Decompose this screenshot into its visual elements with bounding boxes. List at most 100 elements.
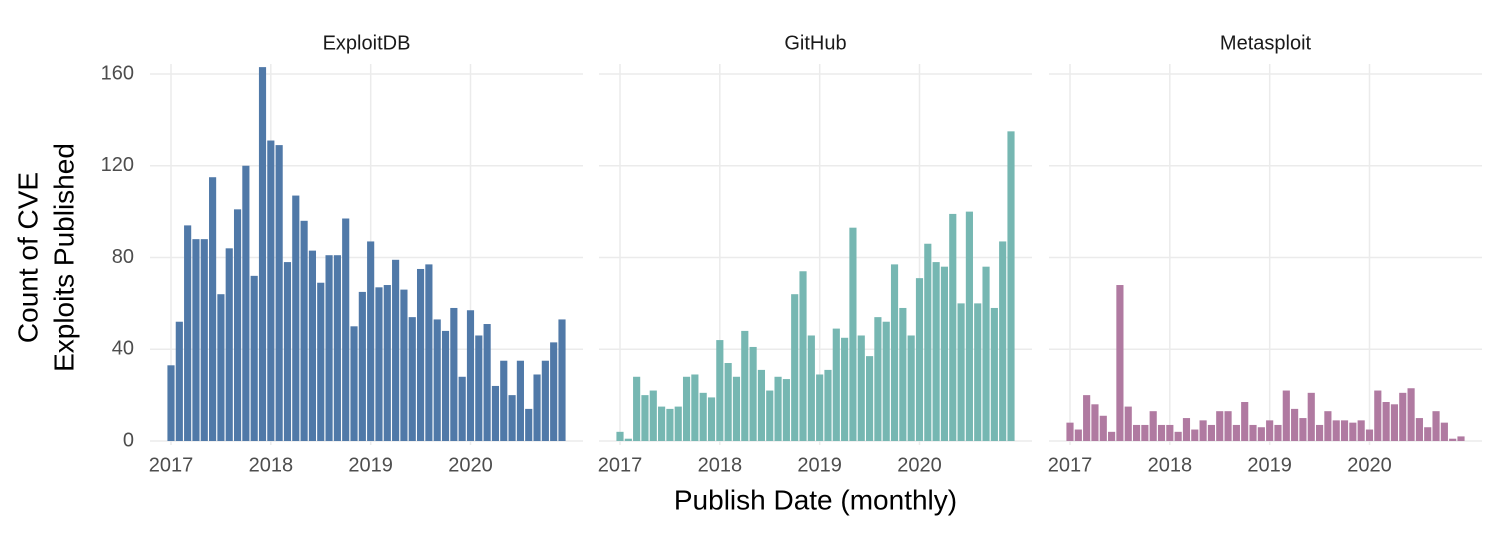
bar [175, 321, 183, 441]
bar [292, 195, 300, 441]
bar [483, 324, 491, 441]
bar [516, 360, 524, 441]
bar [1257, 427, 1265, 441]
bar [682, 376, 691, 441]
bar [999, 241, 1007, 441]
bar [1141, 424, 1149, 441]
bar [907, 335, 915, 441]
bar [358, 291, 366, 441]
bar [267, 140, 275, 442]
x-tick-label: 2019 [1247, 454, 1292, 476]
bar [832, 328, 840, 441]
bar [533, 374, 541, 441]
x-tick-label: 2018 [249, 454, 294, 476]
bar [1074, 429, 1082, 441]
bar [1440, 422, 1448, 441]
bar [816, 374, 824, 441]
bar [1299, 418, 1307, 441]
bar [433, 319, 441, 441]
x-tick-label: 2020 [448, 454, 493, 476]
bar [1199, 420, 1207, 441]
bar [890, 264, 899, 441]
bar [1224, 411, 1232, 441]
x-tick-label: 2017 [598, 454, 643, 476]
bar [217, 294, 225, 441]
panel-title: GitHub [784, 32, 846, 54]
bar [342, 218, 350, 441]
bar [1124, 406, 1132, 441]
bar [699, 392, 707, 441]
bar [716, 340, 724, 441]
panel-title: Metasploit [1220, 32, 1312, 54]
bar [741, 330, 749, 441]
bar [982, 266, 990, 441]
bar [899, 307, 907, 441]
x-tick-label: 2020 [1347, 454, 1392, 476]
y-tick-label: 160 [101, 62, 134, 84]
bar [666, 408, 674, 441]
bar [624, 438, 632, 441]
bar [707, 397, 716, 441]
bar [450, 307, 458, 441]
bar [308, 250, 317, 441]
y-axis-title: Count of CVE [12, 172, 43, 343]
bar [1207, 424, 1216, 441]
bar [1083, 395, 1091, 441]
bar [1116, 285, 1124, 441]
bar [233, 209, 242, 441]
bar [1324, 411, 1332, 441]
bar [1415, 418, 1423, 441]
bar [1315, 424, 1324, 441]
y-tick-label: 0 [123, 429, 134, 451]
bar [258, 67, 267, 442]
bar [209, 177, 217, 441]
bar [300, 220, 308, 441]
bar [408, 317, 416, 441]
bar [167, 365, 175, 441]
bar [1432, 411, 1440, 441]
y-tick-label: 80 [112, 246, 134, 268]
y-tick-label: 120 [101, 154, 134, 176]
bar [641, 395, 649, 441]
bar [375, 287, 383, 441]
x-tick-label: 2017 [149, 454, 194, 476]
bar [965, 211, 973, 441]
bar [957, 303, 965, 441]
bar [441, 330, 450, 441]
bar [1382, 402, 1390, 441]
bar [616, 431, 624, 441]
y-axis-title: Exploits Published [48, 143, 79, 372]
bar [1449, 438, 1457, 441]
bar [508, 395, 516, 441]
bar [317, 282, 325, 441]
bar [1216, 411, 1224, 441]
bar [766, 390, 774, 441]
bar [782, 379, 790, 441]
bar [1241, 402, 1249, 441]
bar [1307, 392, 1315, 441]
bar [1099, 415, 1107, 441]
bar [383, 285, 391, 441]
bar [416, 268, 425, 441]
bar [658, 406, 666, 441]
bar [250, 275, 258, 441]
bar [325, 255, 333, 441]
bar [400, 289, 408, 441]
bar [1390, 404, 1399, 441]
bar [857, 335, 865, 441]
bar [1007, 131, 1015, 441]
bar [367, 241, 375, 441]
bar [1157, 424, 1166, 441]
bar [350, 326, 358, 441]
bar [691, 374, 699, 441]
bar [949, 213, 957, 441]
bar [550, 342, 558, 441]
bar [475, 335, 483, 441]
y-tick-label: 40 [112, 338, 134, 360]
bar [915, 278, 924, 441]
bar [1291, 408, 1299, 441]
bar [1374, 390, 1382, 441]
bar [425, 264, 433, 441]
bar [192, 239, 200, 441]
panel-title: ExploitDB [323, 32, 411, 54]
